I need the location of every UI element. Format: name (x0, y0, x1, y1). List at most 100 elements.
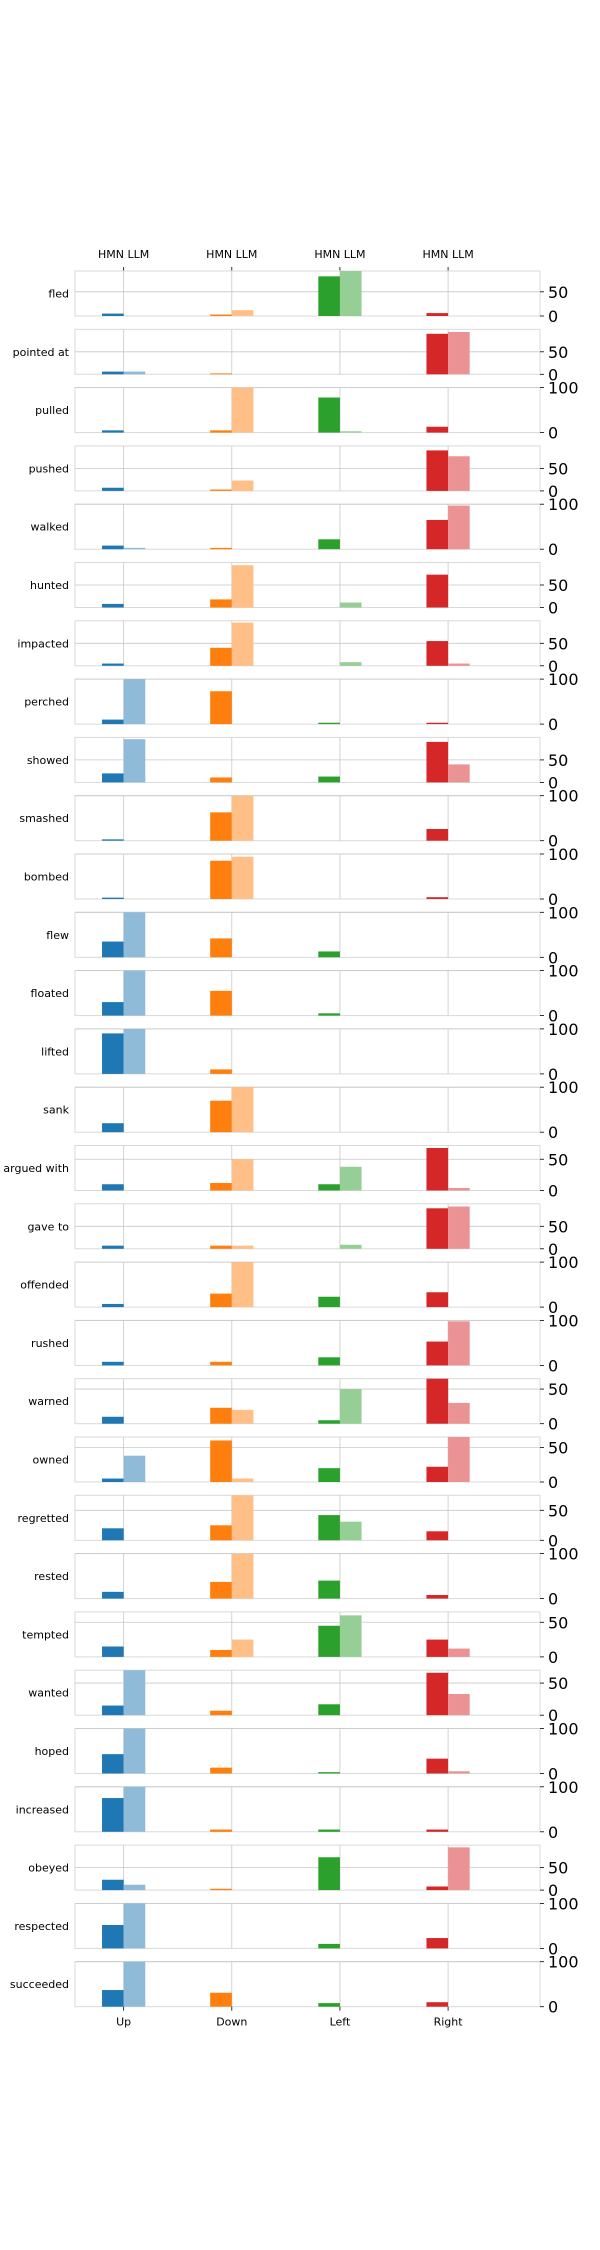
row-label: showed (27, 754, 69, 767)
bar-hmn-left (318, 1013, 340, 1016)
bar-hmn-right (426, 722, 449, 725)
y-tick-label: 0 (548, 1823, 558, 1842)
y-tick-label: 50 (548, 634, 568, 653)
bar-llm-right (448, 1321, 470, 1366)
bar-hmn-left (318, 1829, 340, 1832)
panel-frame (74, 1669, 541, 1716)
row-label: fled (48, 288, 69, 301)
bar-hmn-up (102, 897, 124, 899)
bar-llm-down (231, 1262, 254, 1308)
bar-hmn-down (210, 938, 232, 958)
y-tick-label: 50 (548, 1150, 568, 1169)
y-tick-label: 0 (548, 1648, 558, 1667)
bar-llm-up (123, 371, 146, 375)
bar-hmn-right (426, 1378, 449, 1424)
bar-hmn-left (318, 722, 340, 725)
row-label: increased (16, 1803, 69, 1816)
bar-hmn-left (318, 2003, 340, 2007)
panel-frame (74, 853, 541, 900)
y-tick-label: 0 (548, 599, 558, 618)
bar-hmn-left (318, 1772, 340, 1774)
bar-hmn-left (318, 276, 340, 316)
bar-llm-down (231, 1245, 254, 1249)
bar-hmn-up (102, 719, 124, 725)
bar-hmn-right (426, 426, 449, 433)
bar-hmn-down (210, 990, 232, 1016)
bar-llm-left (339, 1615, 362, 1657)
y-tick-label: 0 (548, 1123, 558, 1142)
row-label: smashed (19, 812, 69, 825)
panel-frame (74, 1553, 541, 1600)
bar-hmn-down (210, 1710, 232, 1716)
y-tick-label: 0 (548, 1182, 558, 1201)
bar-hmn-up (102, 603, 124, 608)
bar-hmn-up (102, 1879, 124, 1891)
row-label: bombed (24, 871, 69, 884)
bar-hmn-right (426, 1531, 449, 1541)
y-tick-label: 100 (548, 1778, 579, 1797)
bar-llm-up (123, 547, 146, 550)
bar-hmn-up (102, 1033, 124, 1074)
bar-hmn-up (102, 1798, 124, 1832)
y-tick-label: 100 (548, 962, 579, 981)
y-tick-label: 100 (548, 1953, 579, 1972)
panel-frame (74, 1086, 541, 1133)
bar-hmn-left (318, 1625, 340, 1657)
row-label: lifted (41, 1045, 69, 1058)
row-label: hunted (30, 579, 69, 592)
row-label: perched (24, 696, 69, 709)
bar-llm-right (448, 1402, 470, 1424)
bar-hmn-left (318, 1857, 340, 1891)
bar-llm-down (231, 622, 254, 666)
bar-hmn-up (102, 941, 124, 958)
bar-hmn-down (210, 1525, 232, 1541)
bar-llm-right (448, 1648, 470, 1657)
bar-hmn-left (318, 1943, 340, 1949)
bar-llm-down (231, 387, 254, 433)
row-label: pointed at (13, 346, 70, 359)
row-label: flew (46, 929, 69, 942)
bar-hmn-down (210, 1992, 232, 2007)
y-tick-label: 0 (548, 540, 558, 559)
bar-llm-down (231, 310, 254, 316)
panel-frame (74, 1319, 541, 1366)
bar-hmn-left (318, 397, 340, 433)
bar-llm-right (448, 1693, 470, 1716)
y-tick-label: 50 (548, 1217, 568, 1236)
bar-llm-down (231, 565, 254, 608)
bar-hmn-right (426, 450, 449, 491)
y-tick-label: 0 (548, 1998, 558, 2017)
y-tick-label: 0 (548, 1765, 558, 1784)
bar-hmn-down (210, 647, 232, 666)
y-tick-label: 0 (548, 1473, 558, 1492)
bar-hmn-right (426, 1829, 449, 1832)
direction-label: Down (216, 2016, 247, 2029)
row-label: owned (33, 1454, 69, 1467)
bar-llm-down (231, 856, 254, 899)
y-tick-label: 0 (548, 1415, 558, 1434)
bar-hmn-left (318, 1704, 340, 1716)
bar-hmn-up (102, 1528, 124, 1541)
row-label: walked (30, 521, 69, 534)
row-label: rested (34, 1570, 69, 1583)
y-tick-label: 0 (548, 1356, 558, 1375)
y-tick-label: 0 (548, 1531, 558, 1550)
y-tick-label: 50 (548, 1380, 568, 1399)
y-tick-label: 100 (548, 787, 579, 806)
bar-llm-up (123, 1028, 146, 1074)
bar-hmn-up (102, 1002, 124, 1016)
panel-frame (74, 1145, 541, 1191)
bar-hmn-down (210, 1581, 232, 1599)
bar-hmn-right (426, 2002, 449, 2007)
row-label: sank (43, 1104, 69, 1117)
y-tick-label: 100 (548, 1545, 579, 1564)
bar-hmn-down (210, 691, 232, 725)
bar-hmn-left (318, 1296, 340, 1308)
bar-llm-up (123, 1670, 146, 1716)
bar-hmn-down (210, 860, 232, 899)
bar-llm-right (448, 456, 470, 491)
bar-hmn-right (426, 1639, 449, 1657)
bar-hmn-up (102, 1245, 124, 1249)
bar-hmn-down (210, 812, 232, 841)
bar-hmn-up (102, 313, 124, 316)
